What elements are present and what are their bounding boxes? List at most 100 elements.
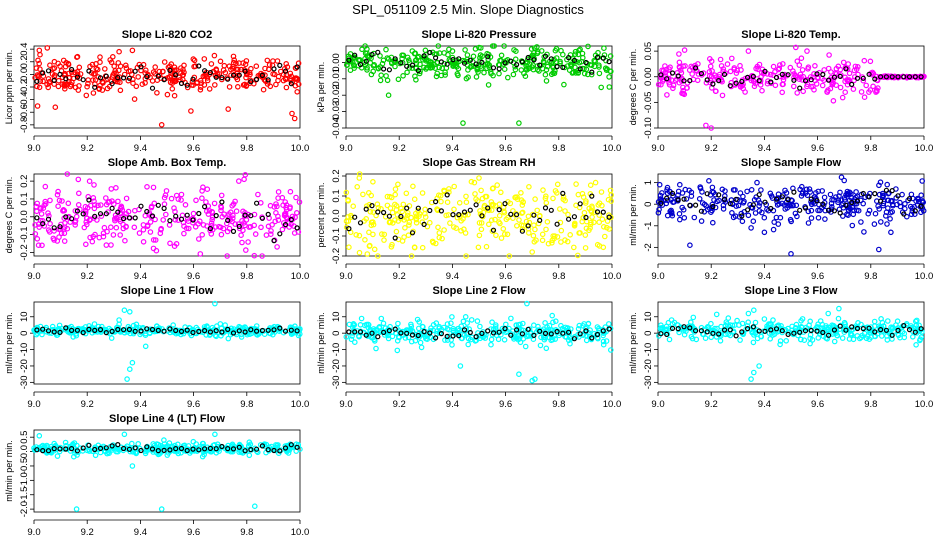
data-point — [129, 71, 135, 78]
data-point — [534, 50, 541, 57]
data-point — [451, 224, 457, 230]
reference-point — [802, 205, 809, 211]
data-point — [463, 199, 470, 206]
data-point — [839, 335, 846, 341]
reference-point — [386, 67, 393, 73]
reference-point — [86, 442, 92, 448]
data-point — [742, 89, 748, 95]
reference-point — [773, 196, 780, 202]
data-point — [108, 224, 114, 231]
reference-point — [184, 327, 190, 333]
reference-point — [40, 326, 46, 332]
reference-point — [219, 74, 225, 81]
reference-point — [479, 213, 485, 219]
data-point — [55, 188, 61, 195]
reference-point — [473, 61, 479, 67]
data-point — [542, 320, 548, 326]
y-tick-label: -20 — [331, 359, 342, 373]
data-point-outlier — [577, 46, 583, 53]
data-point — [428, 325, 434, 331]
reference-point — [669, 70, 676, 76]
data-point — [784, 202, 791, 209]
data-point-outlier — [236, 178, 242, 184]
panel-gas-stream-rh: Slope Gas Stream RH9.0 9.2 9.4 9.6 9.8 10.0-0… — [316, 157, 621, 282]
x-tick-label: 9.4 — [758, 399, 771, 410]
data-point — [47, 62, 53, 69]
reference-point — [398, 213, 404, 220]
data-point — [800, 88, 807, 95]
reference-point — [554, 221, 560, 227]
data-point — [125, 323, 132, 330]
data-point — [97, 82, 103, 89]
reference-point — [479, 59, 485, 65]
data-point — [725, 331, 732, 338]
data-point — [586, 205, 593, 212]
data-point — [662, 69, 669, 76]
data-point — [758, 187, 764, 193]
reference-points — [34, 197, 300, 244]
x-tick-label: 9.8 — [240, 399, 253, 410]
reference-point — [773, 74, 780, 81]
data-point — [62, 439, 69, 446]
data-point — [129, 440, 135, 447]
data-point — [400, 201, 407, 208]
data-point — [729, 55, 735, 62]
reference-point — [254, 76, 260, 83]
data-point — [782, 187, 788, 194]
data-point — [343, 334, 350, 340]
reference-point — [369, 330, 375, 336]
reference-point — [68, 66, 75, 73]
data-point-outlier — [476, 175, 482, 181]
data-point — [790, 68, 796, 74]
data-point — [539, 65, 546, 72]
reference-point — [762, 199, 768, 205]
data-point — [706, 177, 712, 184]
data-point — [366, 201, 373, 208]
reference-point — [109, 205, 115, 211]
data-point — [693, 336, 700, 343]
plot-frame — [33, 301, 301, 385]
reference-point — [768, 79, 774, 85]
data-point — [86, 178, 93, 185]
data-point — [343, 189, 350, 196]
reference-point — [658, 331, 664, 337]
data-point — [725, 315, 732, 321]
data-point-outlier — [788, 251, 794, 257]
reference-point — [74, 208, 81, 214]
data-point — [594, 241, 601, 248]
data-point — [606, 74, 612, 80]
data-point — [442, 69, 448, 76]
reference-point — [375, 334, 381, 340]
data-point — [467, 64, 474, 71]
data-point — [846, 336, 853, 342]
data-point — [709, 327, 715, 334]
reference-point — [802, 328, 809, 334]
data-point — [439, 65, 445, 72]
reference-point — [74, 74, 81, 80]
data-point — [408, 214, 414, 221]
data-point — [485, 82, 492, 88]
reference-point — [409, 230, 416, 236]
reference-point — [120, 445, 127, 452]
x-tick-label: 10.0 — [915, 271, 934, 282]
reference-point — [294, 225, 300, 231]
data-point — [73, 332, 80, 339]
data-point — [389, 209, 396, 216]
data-point — [103, 201, 110, 208]
figure-title: SPL_051109 2.5 Min. Slope Diagnostics — [352, 2, 584, 17]
reference-point — [537, 328, 543, 334]
reference-point — [883, 327, 889, 333]
data-point — [465, 74, 471, 81]
reference-point — [51, 445, 57, 452]
data-point — [538, 48, 545, 54]
data-point — [345, 214, 352, 220]
data-point — [257, 199, 264, 206]
data-point — [61, 238, 68, 244]
data-point — [175, 196, 182, 202]
data-point-outlier — [804, 48, 810, 54]
data-point — [787, 64, 794, 71]
reference-point — [213, 328, 219, 334]
data-point — [49, 71, 56, 77]
data-point — [913, 341, 919, 348]
